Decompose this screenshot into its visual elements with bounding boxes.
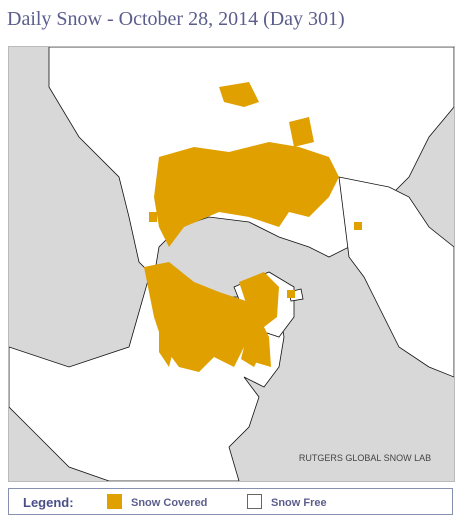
legend-label: Snow Free [271, 497, 327, 509]
legend-swatch-snow [107, 494, 122, 509]
snow-map: RUTGERS GLOBAL SNOW LAB [8, 46, 455, 482]
snow-cover [144, 82, 362, 372]
legend-title: Legend: [23, 495, 74, 510]
legend: Legend: Snow Covered Snow Free [8, 488, 453, 515]
map-credit: RUTGERS GLOBAL SNOW LAB [299, 453, 431, 463]
legend-label: Snow Covered [131, 497, 208, 509]
page-title: Daily Snow - October 28, 2014 (Day 301) [7, 8, 345, 30]
legend-swatch-free [247, 494, 262, 509]
